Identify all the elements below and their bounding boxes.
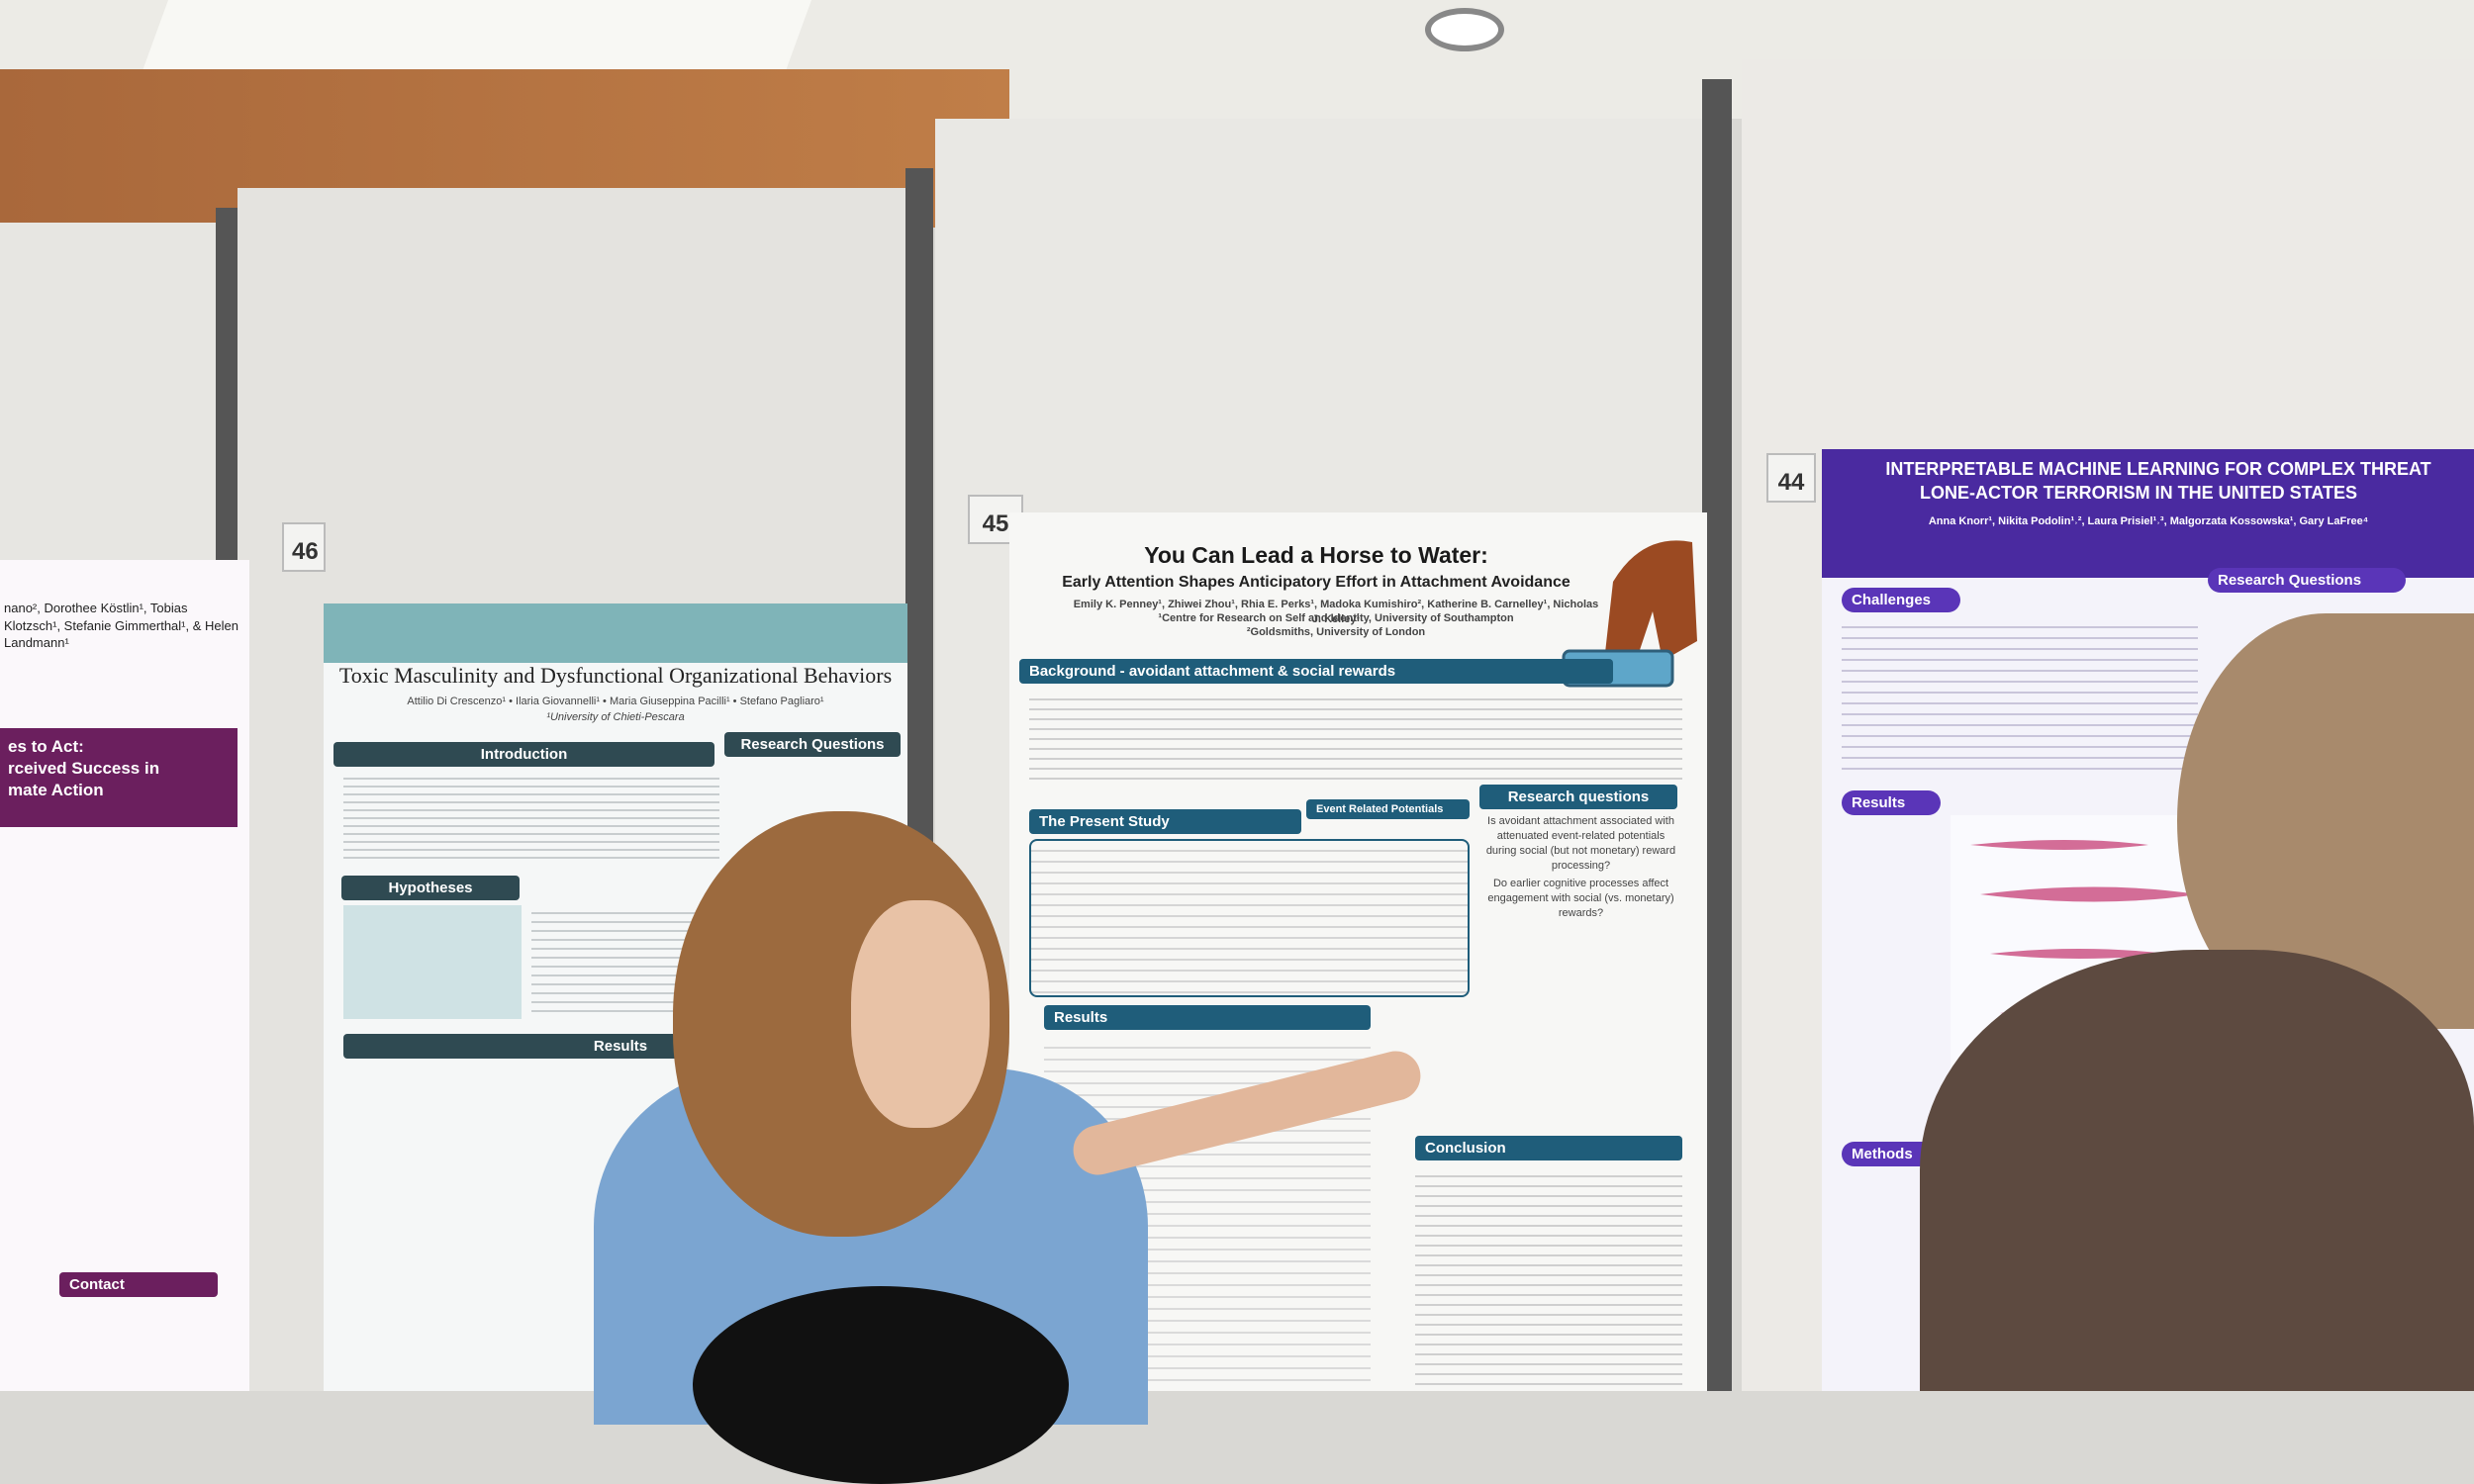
text-block (1842, 617, 2198, 776)
contact: Contact (59, 1272, 218, 1297)
section-header: Introduction (333, 742, 714, 767)
horse (1603, 540, 1697, 671)
person-viewer (1920, 950, 2474, 1391)
text-block (343, 772, 719, 861)
section-header: Challenges (1842, 588, 1960, 612)
text-block (1415, 1167, 1682, 1385)
poster-title: Toxic Masculinity and Dysfunctional Orga… (338, 663, 893, 688)
research-question: Do earlier cognitive processes affect en… (1487, 878, 1674, 919)
authors: Attilio Di Crescenzo¹ • Ilaria Giovannel… (407, 696, 824, 707)
frame-pole (1702, 79, 1732, 1391)
affiliation: ¹University of Chieti-Pescara (546, 711, 685, 723)
authors: Emily K. Penney¹, Zhiwei Zhou¹, Rhia E. … (1073, 599, 1599, 625)
section-header: Hypotheses (341, 876, 520, 900)
title-line: mate Action (8, 781, 104, 800)
header-band (1822, 449, 2474, 578)
text-block (1029, 839, 1470, 997)
section-header: Results (1044, 1005, 1371, 1030)
section-header: Research Questions (724, 732, 901, 757)
lamp (1425, 8, 1504, 51)
research-question: Is avoidant attachment associated with a… (1485, 815, 1676, 872)
poster-title: Interpretable Machine Learning for Compl… (1885, 459, 2431, 479)
section-header: Conclusion (1415, 1136, 1682, 1160)
section-header: Background - avoidant attachment & socia… (1019, 659, 1613, 684)
poster-title: You Can Lead a Horse to Water: (1144, 542, 1488, 568)
title-line: es to Act: (8, 737, 84, 756)
text-block (1029, 691, 1682, 785)
title-line: rceived Success in (8, 759, 160, 779)
section-header: Event Related Potentials (1306, 799, 1470, 819)
affiliation: ¹Centre for Research on Self and Identit… (1158, 612, 1514, 624)
section-header: The Present Study (1029, 809, 1301, 834)
text-block (343, 905, 522, 1019)
poster-subtitle: Early Attention Shapes Anticipatory Effo… (1062, 574, 1570, 591)
horse-illustration (1562, 540, 1697, 688)
affiliation: ²Goldsmiths, University of London (1246, 626, 1426, 638)
poster-number: 46 (282, 522, 326, 572)
poster: nano², Dorothee Köstlin¹, Tobias Klotzsc… (0, 560, 249, 1391)
section-header: Research questions (1479, 785, 1677, 809)
person-viewer (693, 1286, 1069, 1484)
authors: Anna Knorr¹, Nikita Podolin¹˒², Laura Pr… (1928, 515, 2369, 527)
section-header: Results (1842, 790, 1941, 815)
section-header: Research Questions (2208, 568, 2406, 593)
header-band (324, 603, 907, 663)
authors: nano², Dorothee Köstlin¹, Tobias Klotzsc… (4, 601, 238, 651)
title-band: es to Act: rceived Success in mate Actio… (0, 728, 238, 827)
poster-subtitle: Lone-Actor Terrorism in the United State… (1919, 483, 2357, 503)
poster-number: 44 (1766, 453, 1816, 503)
person-presenter-face (851, 900, 990, 1128)
